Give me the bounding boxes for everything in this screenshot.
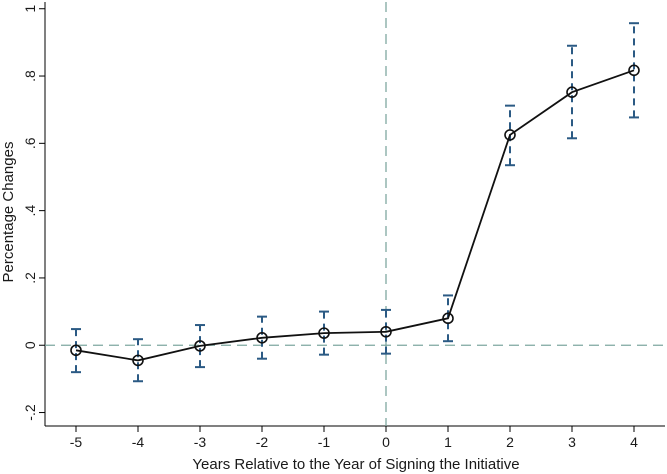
data-point — [132, 354, 144, 367]
x-tick-label: 4 — [630, 434, 638, 450]
y-tick-label: 1 — [22, 5, 38, 13]
y-tick-label: .8 — [22, 70, 38, 82]
axes — [39, 2, 665, 432]
series-line-path — [75, 69, 635, 362]
x-tick-label: -5 — [70, 434, 83, 450]
data-point — [256, 332, 268, 344]
y-tick-label: .6 — [22, 137, 38, 149]
y-tick-label: 0 — [22, 341, 38, 349]
data-point — [380, 325, 392, 338]
data-point — [566, 86, 578, 98]
data-points — [70, 64, 640, 367]
y-tick-label: .4 — [22, 205, 38, 217]
series-line — [75, 69, 635, 362]
tick-labels: -5 -4 -3 -2 -1 0 1 2 3 4 -.2 0 .2 .4 .6 .8 1 — [22, 5, 638, 450]
data-point — [194, 340, 206, 352]
y-tick-label: -.2 — [22, 404, 38, 421]
x-tick-label: 2 — [506, 434, 514, 450]
data-point — [504, 129, 516, 141]
data-point — [628, 64, 640, 77]
x-tick-label: -1 — [318, 434, 331, 450]
x-tick-label: 1 — [444, 434, 452, 450]
x-tick-label: -3 — [194, 434, 207, 450]
y-tick-label: .2 — [22, 272, 38, 284]
x-axis-title: Years Relative to the Year of Signing th… — [192, 456, 519, 473]
x-tick-label: -2 — [256, 434, 269, 450]
x-tick-label: -4 — [132, 434, 145, 450]
error-bars — [71, 22, 639, 383]
reference-lines — [45, 2, 665, 426]
data-point — [442, 312, 454, 325]
x-tick-label: 3 — [568, 434, 576, 450]
y-axis-title: Percentage Changes — [0, 142, 17, 283]
x-tick-label: 0 — [382, 434, 390, 450]
data-point — [318, 327, 330, 339]
data-point — [70, 344, 82, 357]
